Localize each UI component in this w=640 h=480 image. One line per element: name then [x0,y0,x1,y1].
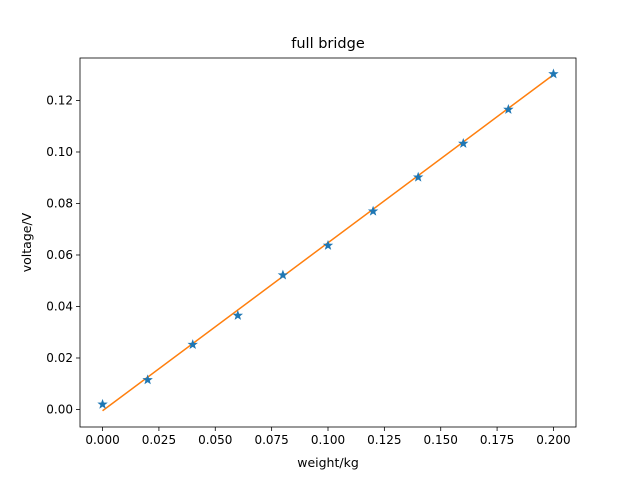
y-tick-label: 0.08 [46,196,73,210]
y-tick-label: 0.00 [46,402,73,416]
x-tick-label: 0.050 [198,433,232,447]
data-point [458,138,469,148]
y-tick-label: 0.10 [46,145,73,159]
y-tick-label: 0.04 [46,299,73,313]
x-tick-label: 0.150 [424,433,458,447]
data-points-layer [97,68,559,409]
x-axis-label: weight/kg [297,455,359,470]
data-point [187,339,198,350]
y-axis-label: voltage/V [19,212,34,272]
x-tick-label: 0.025 [142,433,176,447]
data-point [232,310,244,320]
x-tick-label: 0.175 [480,433,514,447]
data-point [322,239,334,250]
data-point [142,374,153,385]
y-tick-label: 0.12 [46,93,73,107]
x-tick-label: 0.075 [254,433,288,447]
data-point [412,171,424,182]
x-tick-label: 0.000 [85,433,119,447]
data-point [277,269,289,280]
y-axis-ticks: 0.00 0.02 0.04 0.06 0.08 0.10 0.12 [46,93,80,416]
y-tick-label: 0.06 [46,248,73,262]
x-axis-ticks: 0.000 0.025 0.050 0.075 0.100 0.125 0.150 0.175… [85,427,571,447]
x-tick-label: 0.125 [367,433,401,447]
chart-title: full bridge [291,36,365,52]
x-tick-label: 0.200 [536,433,570,447]
data-point [97,398,108,409]
data-point [503,104,514,114]
x-tick-label: 0.100 [311,433,345,447]
data-point [548,68,559,79]
y-tick-label: 0.02 [46,351,73,365]
data-point [367,205,379,216]
